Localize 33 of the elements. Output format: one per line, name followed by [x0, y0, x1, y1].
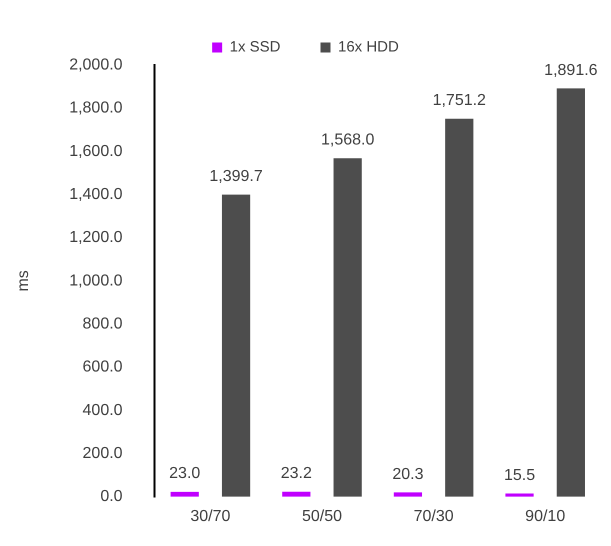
x-tick-label: 50/50 — [302, 508, 342, 525]
y-tick-label: 0.0 — [100, 488, 123, 506]
bar — [445, 118, 474, 497]
data-label: 23.2 — [280, 465, 312, 482]
y-tick-label: 600.0 — [82, 358, 123, 376]
y-tick-label: 1,200.0 — [69, 229, 123, 246]
y-axis-title: ms — [15, 270, 32, 292]
bar — [282, 492, 310, 497]
x-tick-label: 30/70 — [190, 508, 230, 525]
data-label: 1,399.7 — [209, 168, 263, 186]
y-tick-label: 800.0 — [82, 315, 123, 332]
legend-label: 1x SSD — [230, 38, 281, 56]
x-tick-label: 90/10 — [525, 508, 566, 525]
data-label: 1,891.6 — [544, 62, 598, 79]
y-tick-label: 200.0 — [82, 445, 123, 462]
data-label: 23.0 — [169, 465, 200, 482]
bar — [334, 158, 362, 497]
y-tick-label: 400.0 — [82, 402, 123, 419]
bar — [394, 492, 422, 497]
y-tick-label: 1,800.0 — [69, 100, 123, 117]
bar — [222, 194, 250, 497]
bar — [170, 492, 199, 497]
y-tick-label: 1,000.0 — [69, 272, 123, 290]
x-tick-label: 70/30 — [414, 508, 454, 525]
y-tick-label: 1,400.0 — [69, 186, 123, 203]
y-tick-label: 1,600.0 — [69, 142, 123, 160]
data-label: 1,751.2 — [432, 92, 486, 110]
bar — [556, 88, 585, 497]
data-label: 1,568.0 — [320, 132, 374, 149]
data-label: 20.3 — [392, 466, 424, 483]
data-label: 15.5 — [504, 466, 536, 484]
legend-label: 16x HDD — [338, 38, 400, 56]
y-tick-label: 2,000.0 — [69, 56, 123, 74]
